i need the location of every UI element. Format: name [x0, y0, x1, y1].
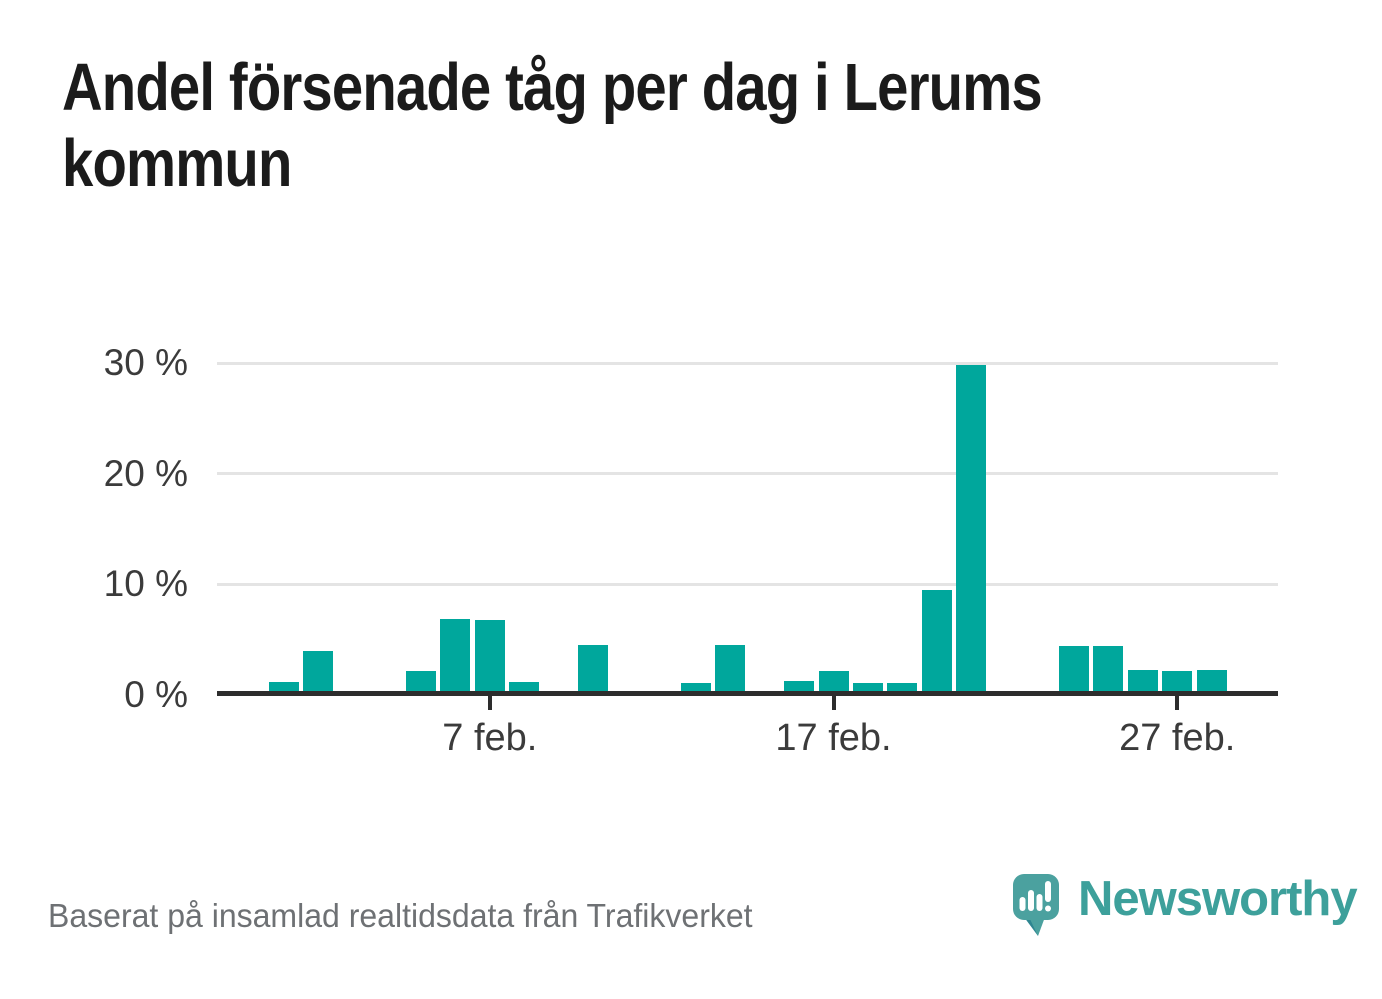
y-tick-label-0: 0 %: [124, 674, 188, 715]
x-tick-label-27feb: 27 feb.: [1119, 717, 1236, 759]
bar-21feb: [956, 365, 986, 695]
y-gridline-30: [217, 361, 1278, 365]
bar-28feb: [1196, 669, 1227, 695]
bar-7feb: [474, 619, 505, 695]
source-note: Baserat på insamlad realtidsdata från Tr…: [48, 897, 753, 934]
bar-2feb: [302, 650, 333, 695]
chart-title-line-1: Andel försenade tåg per dag i Lerums: [62, 50, 1043, 125]
y-tick-label-30: 30 %: [103, 342, 188, 383]
x-tick-label-17feb: 17 feb.: [775, 717, 892, 759]
y-tick-label-20: 20 %: [103, 452, 188, 494]
chart-title-line-2: kommun: [62, 126, 292, 201]
bar-6feb: [440, 618, 471, 695]
newsworthy-logo-icon: [1013, 874, 1059, 936]
x-tick-label-7feb: 7 feb.: [442, 717, 538, 759]
chart-title: Andel försenade tåg per dag i Lerums kom…: [62, 50, 1043, 202]
bar-26feb: [1127, 669, 1158, 695]
plot-area: [217, 361, 1278, 695]
y-gridline-20: [217, 472, 1278, 476]
bar-17feb: [818, 670, 849, 695]
x-tick-7feb: [487, 696, 492, 710]
bar-20feb: [921, 589, 952, 695]
y-gridline-10: [217, 582, 1278, 586]
newsworthy-brand: Newsworthy: [1012, 872, 1358, 938]
bar-25feb: [1093, 646, 1124, 695]
bar-27feb: [1162, 670, 1193, 695]
bar-10feb: [577, 645, 608, 695]
x-tick-17feb: [831, 696, 836, 710]
bar-14feb: [715, 645, 746, 695]
x-tick-27feb: [1175, 696, 1180, 710]
bar-24feb: [1059, 646, 1090, 695]
bar-5feb: [406, 670, 437, 695]
x-axis-line: [217, 691, 1278, 696]
y-tick-label-10: 10 %: [103, 563, 188, 605]
newsworthy-wordmark: Newsworthy: [1078, 872, 1358, 926]
